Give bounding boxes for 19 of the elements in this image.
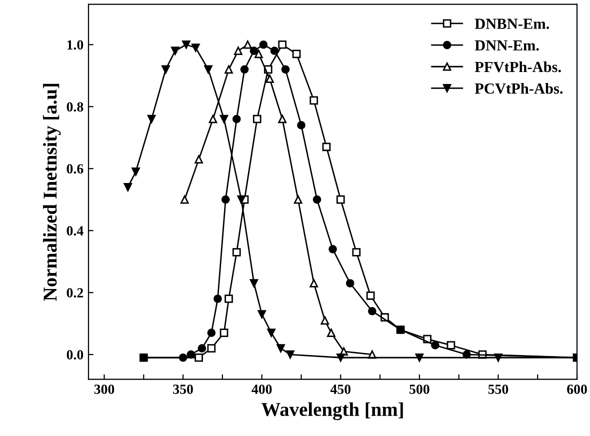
x-axis-title: Wavelength [nm] xyxy=(261,402,403,420)
y-tick-label: 0.0 xyxy=(66,350,84,360)
legend-label: PFVtPh-Abs. xyxy=(474,61,561,72)
y-tick-label: 0.2 xyxy=(66,288,84,298)
legend-label: PCVtPh-Abs. xyxy=(474,82,563,94)
x-tick-label: 450 xyxy=(330,384,351,394)
legend-label: DNN-Em. xyxy=(474,40,539,51)
legend-label: DNBN-Em. xyxy=(474,18,550,30)
x-tick-label: 400 xyxy=(252,384,272,394)
y-tick-label: 0.8 xyxy=(66,102,84,112)
x-tick-label: 550 xyxy=(488,384,508,394)
y-axis-title: Normalized Inetnsity [a.u] xyxy=(43,84,61,301)
x-tick-label: 600 xyxy=(567,384,587,394)
y-tick-label: 0.6 xyxy=(66,164,84,174)
y-tick-label: 0.4 xyxy=(66,226,84,236)
x-tick-label: 350 xyxy=(173,384,193,394)
x-tick-label: 500 xyxy=(410,384,430,394)
y-tick-label: 1.0 xyxy=(67,40,84,50)
x-tick-label: 300 xyxy=(94,384,114,394)
